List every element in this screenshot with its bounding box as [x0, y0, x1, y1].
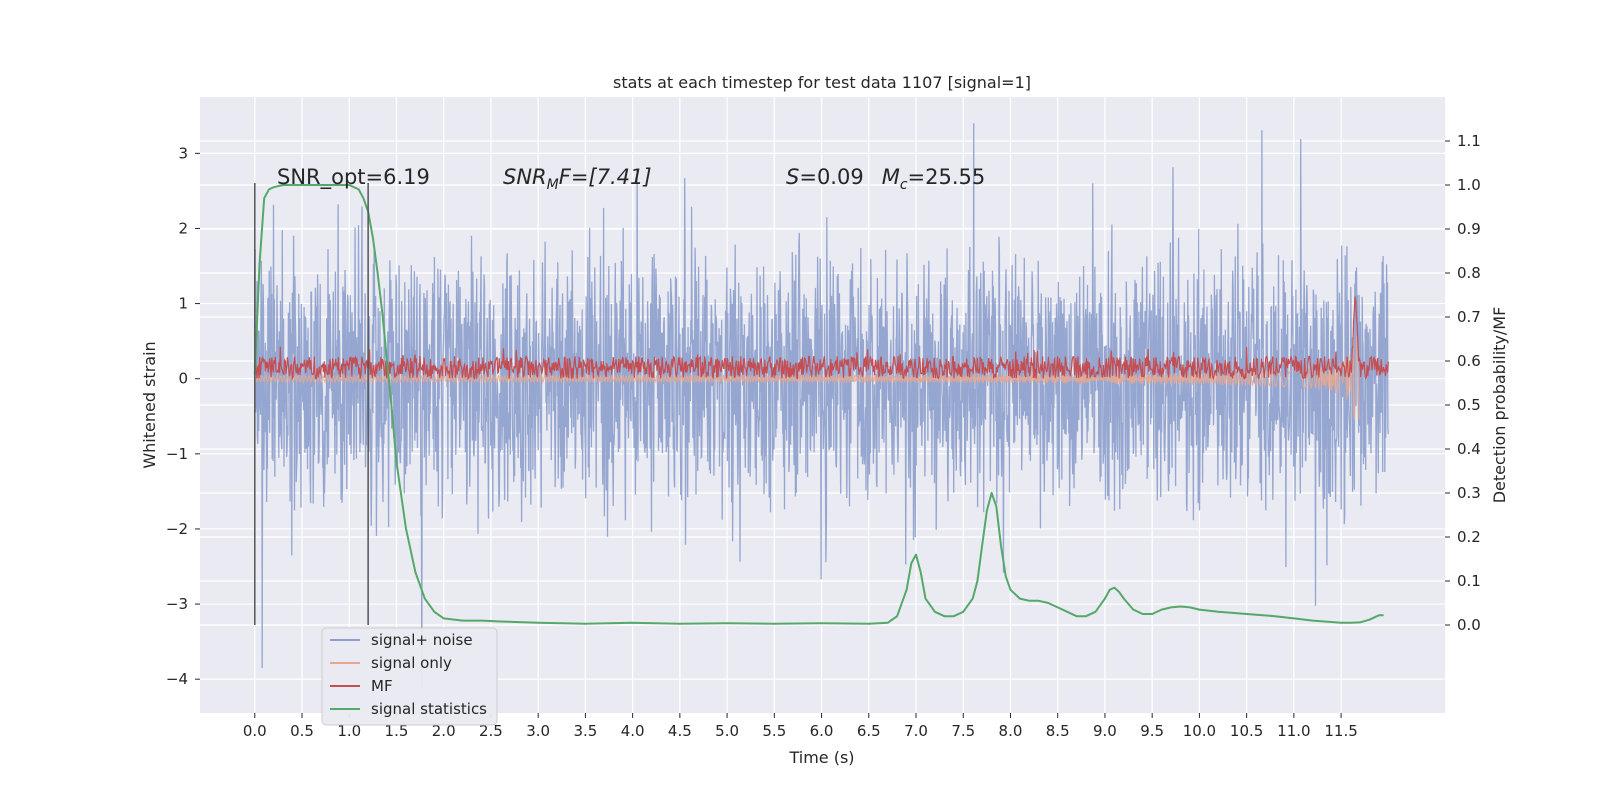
vertical-markers: [254, 183, 369, 625]
x-tick-label: 0.5: [290, 722, 314, 740]
x-tick-label: 8.0: [999, 722, 1023, 740]
x-axis-label: Time (s): [788, 748, 854, 767]
x-tick-label: 11.5: [1324, 722, 1357, 740]
y-left-tick-label: −4: [166, 670, 188, 688]
y-left-tick-label: 2: [178, 219, 188, 237]
y-right-tick-label: 0.4: [1457, 440, 1481, 458]
annotation-s-mc: S=0.09 Mc=25.55: [786, 165, 985, 193]
series-signal-statistics: [253, 184, 1384, 625]
legend-box: [321, 627, 498, 726]
annotation-snr-mf: SNRMF=[7.41]: [503, 165, 652, 193]
y-right-tick-label: 0.1: [1457, 572, 1481, 590]
annotation-snr-mf-main: SNR: [503, 165, 547, 189]
y-left-tick-label: 3: [178, 144, 188, 162]
x-tick-label: 7.0: [904, 722, 928, 740]
x-tick-label: 5.0: [715, 722, 739, 740]
series-mf: [254, 296, 1389, 381]
y-left-tick-label: 1: [178, 295, 188, 313]
x-tick-label: 9.0: [1093, 722, 1117, 740]
legend-label-mf: MF: [371, 677, 393, 695]
x-tick-label: 6.5: [857, 722, 881, 740]
y-right-tick-label: 0.0: [1457, 616, 1481, 634]
x-tick-label: 4.5: [668, 722, 692, 740]
legend-label-signal-only: signal only: [371, 654, 452, 672]
x-tick-label: 6.0: [810, 722, 834, 740]
y-left-tick-label: 0: [178, 370, 188, 388]
x-tick-label: 3.5: [573, 722, 597, 740]
x-tick-label: 0.0: [243, 722, 267, 740]
series-signal-only: [254, 336, 1361, 420]
legend-label-signal-statistics: signal statistics: [371, 700, 487, 718]
y-left-tick-label: −3: [166, 595, 188, 613]
y-left-tick-label: −2: [166, 520, 188, 538]
y-right-tick-label: 0.3: [1457, 484, 1481, 502]
x-tick-label: 2.5: [479, 722, 503, 740]
chart-title: stats at each timestep for test data 110…: [613, 73, 1031, 92]
y-right-tick-label: 0.9: [1457, 220, 1481, 238]
x-tick-label: 4.0: [621, 722, 645, 740]
y-axis-label-right: Detection probability/MF: [1490, 307, 1509, 504]
y-right-tick-label: 0.6: [1457, 352, 1481, 370]
y-left-tick-label: −1: [166, 445, 188, 463]
y-right-tick-label: 0.8: [1457, 264, 1481, 282]
x-tick-label: 7.5: [951, 722, 975, 740]
annotation-snr-mf-sub: M: [547, 177, 559, 193]
annotation-snr-opt: SNR_opt=6.19: [277, 165, 430, 190]
y-right-tick-label: 1.1: [1457, 132, 1481, 150]
x-tick-label: 3.0: [526, 722, 550, 740]
x-tick-label: 11.0: [1277, 722, 1310, 740]
legend: signal+ noise signal only MF signal stat…: [321, 627, 498, 726]
x-tick-label: 10.5: [1230, 722, 1263, 740]
y-axis-label-left: Whitened strain: [140, 341, 159, 468]
annotation-s-label: S: [786, 165, 799, 189]
y-right-tick-label: 0.7: [1457, 308, 1481, 326]
y-right-tick-label: 1.0: [1457, 176, 1481, 194]
annotation-mc-value: =25.55: [908, 165, 986, 189]
legend-label-signal-noise: signal+ noise: [371, 631, 473, 649]
annotation-mc-sub: c: [900, 177, 908, 193]
x-tick-label: 8.5: [1046, 722, 1070, 740]
annotation-s-value: =0.09: [799, 165, 863, 189]
y-right-tick-label: 0.5: [1457, 396, 1481, 414]
ticks: 0.0 0.5 1.0 1.5 2.0 2.5 3.0 3.5 4.0 4.5 5.0 5.5 6.0 6…: [166, 132, 1481, 740]
y-right-tick-label: 0.2: [1457, 528, 1481, 546]
series-signal-noise: [254, 123, 1389, 687]
series-layer: [253, 123, 1389, 687]
x-tick-label: 10.0: [1183, 722, 1216, 740]
x-tick-label: 5.5: [762, 722, 786, 740]
x-tick-label: 1.5: [385, 722, 409, 740]
annotation-snr-mf-rest: F=[7.41]: [559, 165, 652, 189]
x-tick-label: 2.0: [432, 722, 456, 740]
x-tick-label: 1.0: [337, 722, 361, 740]
x-tick-label: 9.5: [1140, 722, 1164, 740]
annotation-mc-label: M: [882, 165, 900, 189]
